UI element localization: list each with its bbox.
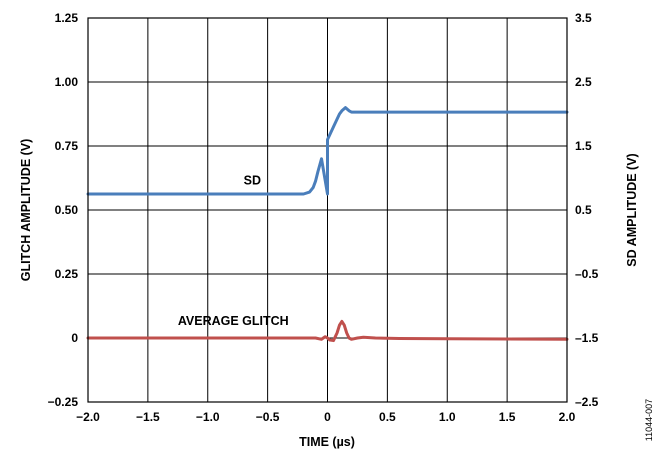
y-right-tick-labels: –2.5 –1.5 –0.5 0.5 1.5 2.5 3.5	[575, 11, 599, 409]
x-tick-label: −2.0	[76, 410, 100, 424]
y-left-tick-labels: −0.25 0 0.25 0.50 0.75 1.00 1.25	[48, 11, 79, 409]
series-layer	[86, 106, 569, 343]
x-tick-labels: −2.0 −1.5 −1.0 −0.5 0 0.5 1.0 1.5 2.0	[76, 410, 576, 424]
series-line-sd	[86, 106, 569, 196]
annotation-average-glitch: AVERAGE GLITCH	[178, 314, 289, 328]
y-right-tick-label: 1.5	[575, 139, 592, 153]
y-left-tick-label: 1.00	[55, 75, 79, 89]
x-tick-label: −0.5	[256, 410, 280, 424]
x-tick-label: 1.0	[439, 410, 456, 424]
x-axis-title: TIME (µs)	[299, 435, 355, 449]
x-tick-label: 1.5	[499, 410, 516, 424]
grid	[87, 17, 568, 403]
y-right-axis-title: SD AMPLITUDE (V)	[625, 153, 639, 266]
plot-frame	[87, 17, 568, 403]
y-left-tick-label: 0.50	[55, 203, 79, 217]
annotation-layer: SD AVERAGE GLITCH	[178, 173, 289, 328]
x-tick-label: 0.5	[379, 410, 396, 424]
y-left-tick-label: 1.25	[55, 11, 79, 25]
x-tick-label: −1.5	[136, 410, 160, 424]
y-left-tick-label: 0.75	[55, 139, 79, 153]
y-left-tick-label: 0.25	[55, 267, 79, 281]
figure-id: 11044-007	[644, 399, 654, 441]
y-right-tick-label: –2.5	[575, 395, 599, 409]
x-tick-label: 2.0	[559, 410, 576, 424]
y-left-tick-label: −0.25	[48, 395, 79, 409]
y-right-tick-label: 0.5	[575, 203, 592, 217]
y-right-tick-label: –1.5	[575, 331, 599, 345]
x-tick-label: −1.0	[196, 410, 220, 424]
y-right-tick-label: –0.5	[575, 267, 599, 281]
y-left-axis-title: GLITCH AMPLITUDE (V)	[19, 139, 33, 282]
y-left-tick-label: 0	[71, 331, 78, 345]
y-right-tick-label: 3.5	[575, 11, 592, 25]
series-line-average-glitch	[86, 319, 569, 343]
annotation-sd: SD	[244, 173, 261, 187]
x-tick-label: 0	[324, 410, 331, 424]
y-right-tick-label: 2.5	[575, 75, 592, 89]
